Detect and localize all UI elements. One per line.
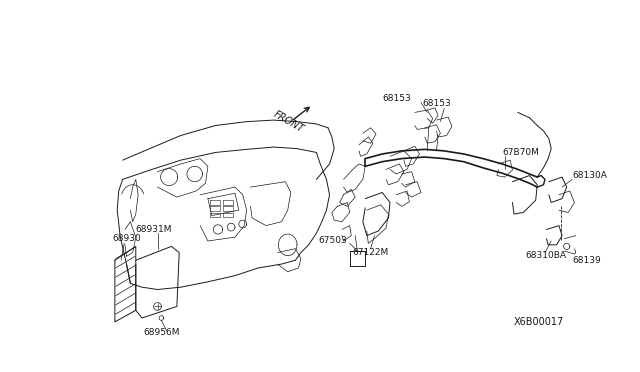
Text: 67B70M: 67B70M	[502, 148, 540, 157]
Text: 68130A: 68130A	[572, 171, 607, 180]
Text: 68310BA: 68310BA	[525, 251, 566, 260]
Text: FRONT: FRONT	[272, 109, 306, 134]
Text: 67503: 67503	[319, 236, 348, 245]
Text: 68153: 68153	[422, 99, 451, 108]
Text: X6B00017: X6B00017	[514, 317, 564, 327]
Text: 68930: 68930	[113, 234, 141, 243]
Text: 68931M: 68931M	[136, 225, 172, 234]
Text: 68956M: 68956M	[143, 328, 180, 337]
Text: 68139: 68139	[572, 256, 601, 265]
Text: 68153: 68153	[382, 94, 411, 103]
Text: 67122M: 67122M	[353, 248, 389, 257]
